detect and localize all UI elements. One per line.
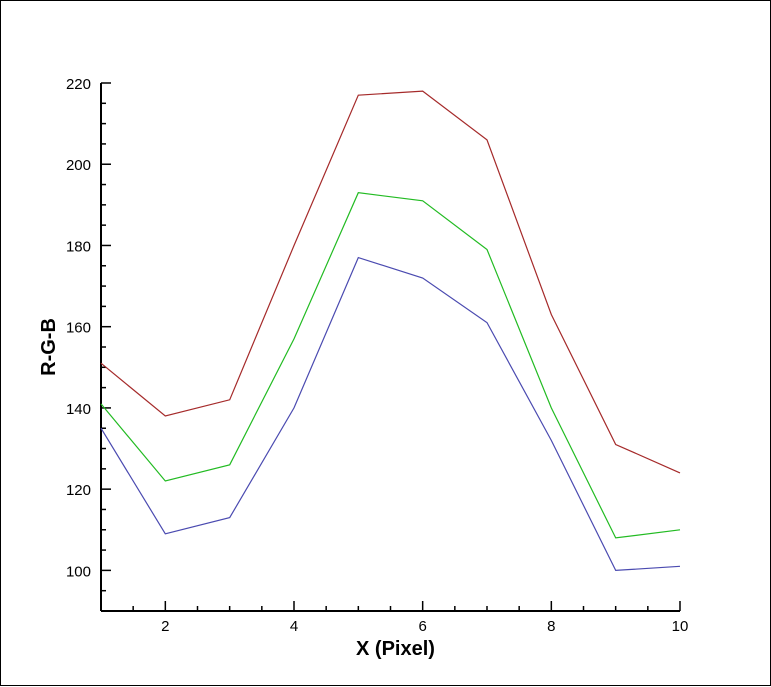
axes [100, 82, 681, 612]
series-layer [100, 90, 681, 572]
x-axis-title: X (Pixel) [356, 638, 435, 660]
x-tick-label: 6 [418, 618, 426, 635]
x-tick-label: 2 [161, 618, 169, 635]
y-tick-label: 160 [66, 320, 91, 337]
x-tick-label: 10 [672, 618, 689, 635]
series-line-1 [100, 90, 681, 474]
x-tick-label: 4 [290, 618, 298, 635]
y-tick-label: 180 [66, 238, 91, 255]
series-line-2 [100, 192, 681, 539]
x-tick-label: 8 [547, 618, 555, 635]
y-tick-label: 200 [66, 157, 91, 174]
y-tick-label: 220 [66, 76, 91, 93]
y-tick-label: 140 [66, 401, 91, 418]
y-tick-label: 120 [66, 482, 91, 499]
y-tick-label: 100 [66, 563, 91, 580]
tick-labels: 100 120 140 160 180 200 220 2 4 6 8 10 [66, 76, 688, 635]
series-line-3 [100, 256, 681, 572]
y-axis-title: R-G-B [38, 318, 60, 376]
